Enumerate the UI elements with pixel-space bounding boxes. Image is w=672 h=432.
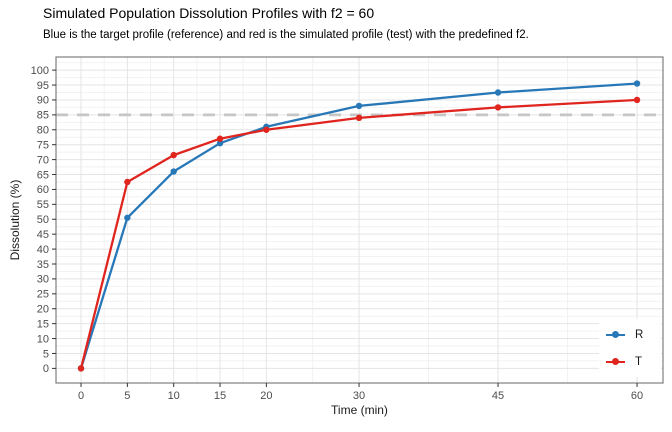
legend-item-test: T [599,353,661,371]
y-tick-label-50: 50 [37,214,49,226]
y-axis-title: Dissolution (%) [8,179,22,261]
x-tick-label-10: 10 [168,390,180,402]
data-point-R-5 [124,214,131,221]
x-tick-label-60: 60 [631,390,643,402]
y-tick-label-40: 40 [37,244,49,256]
y-tick-label-60: 60 [37,184,49,196]
data-point-T-60 [633,96,641,104]
chart-title: Simulated Population Dissolution Profile… [43,5,375,21]
data-point-R-60 [633,80,641,87]
legend-key-line-icon [606,357,625,367]
y-tick-label-10: 10 [37,333,49,345]
y-tick-label-65: 65 [37,169,49,181]
x-tick-label-5: 5 [124,390,130,402]
data-point-T-10 [170,151,177,159]
data-point-T-0 [77,365,85,372]
legend-item-reference: R [599,326,661,344]
data-point-T-15 [216,135,224,142]
x-axis-title: Time (min) [331,403,388,417]
x-tick-label-15: 15 [214,390,226,402]
y-tick-label-80: 80 [37,125,49,137]
data-point-T-20 [263,126,270,133]
y-tick-label-5: 5 [43,348,49,360]
data-point-T-5 [124,178,131,186]
legend: R T [599,319,661,377]
y-tick-label-35: 35 [37,259,49,271]
data-point-T-30 [355,114,363,122]
y-tick-label-90: 90 [37,95,49,107]
y-tick-label-75: 75 [37,139,49,151]
y-tick-label-85: 85 [37,110,49,122]
data-point-R-10 [170,168,177,175]
y-tick-label-20: 20 [37,304,49,316]
y-tick-label-95: 95 [37,80,49,92]
y-tick-label-55: 55 [37,199,49,211]
data-point-R-15 [216,139,224,147]
legend-key-point-icon [612,331,619,338]
x-tick-label-30: 30 [353,390,365,402]
y-tick-label-45: 45 [37,229,49,241]
y-tick-label-70: 70 [37,154,49,166]
legend-key-point-icon [612,358,619,365]
series-line-T [79,98,639,370]
y-tick-label-25: 25 [37,289,49,301]
data-point-R-30 [355,102,363,110]
data-point-T-45 [494,104,502,111]
y-tick-label-0: 0 [43,363,49,375]
legend-label-reference: R [635,328,644,341]
x-tick-label-20: 20 [260,390,272,402]
x-tick-label-45: 45 [492,390,504,402]
data-point-R-45 [494,89,502,96]
y-tick-label-100: 100 [31,65,49,77]
y-tick-label-30: 30 [37,274,49,286]
y-tick-label-15: 15 [37,318,49,330]
chart-subtitle: Blue is the target profile (reference) a… [43,29,529,41]
x-tick-label-0: 0 [78,390,84,402]
legend-label-test: T [635,355,643,368]
legend-key-line-icon [606,330,625,340]
